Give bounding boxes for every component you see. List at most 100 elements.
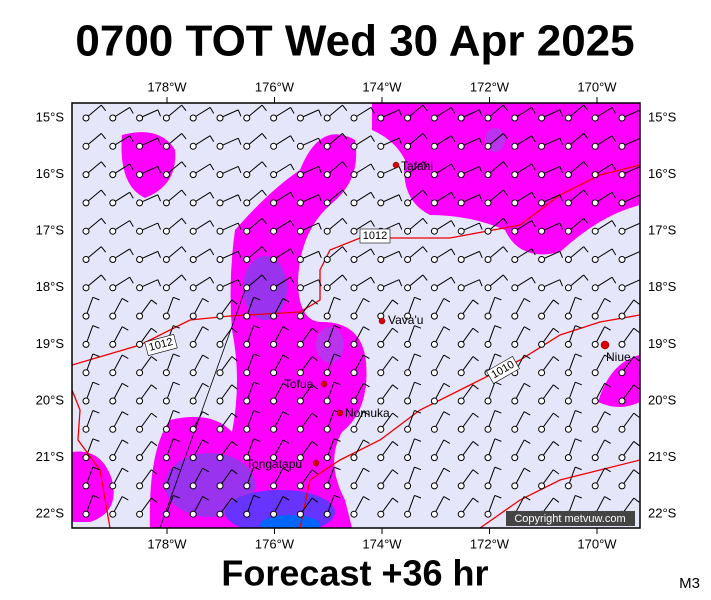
barb-station: [484, 284, 492, 292]
barb-station: [296, 482, 304, 490]
lat-label: 21°S: [648, 449, 677, 464]
barb-station: [270, 425, 278, 433]
barb-flag: [494, 494, 502, 499]
barb-flag: [202, 298, 209, 303]
barb-flag: [261, 161, 267, 168]
barb-flag: [100, 104, 107, 111]
barb-flag: [202, 382, 209, 388]
barb-flag: [422, 246, 428, 253]
barb-station: [457, 199, 465, 207]
barb-station: [564, 369, 572, 377]
barb-flag: [575, 325, 582, 329]
barb-flag: [472, 327, 479, 333]
barb-station: [457, 312, 465, 320]
barb-station: [109, 397, 117, 405]
barb-station: [511, 425, 519, 433]
barb-station: [109, 114, 117, 122]
barb-flag: [414, 353, 422, 357]
barb-station: [296, 227, 304, 235]
barb-flag: [261, 274, 267, 281]
barb-flag: [333, 353, 341, 357]
barb-station: [511, 227, 519, 235]
barb-flag: [494, 296, 502, 301]
barb-station: [404, 369, 412, 377]
barb-station: [82, 510, 90, 518]
barb-flag: [559, 251, 563, 259]
barb-flag: [502, 133, 509, 140]
barb-flag: [209, 163, 215, 171]
barb-flag: [157, 194, 161, 202]
lat-label: 18°S: [36, 279, 65, 294]
barb-station: [323, 397, 331, 405]
barb-flag: [633, 441, 640, 447]
barb-station: [430, 114, 438, 122]
barb-station: [564, 340, 572, 348]
barb-flag: [633, 384, 640, 390]
barb-station: [350, 369, 358, 377]
barb-station: [538, 454, 546, 462]
barb-station: [189, 114, 197, 122]
barb-flag: [342, 189, 348, 196]
barb-flag: [363, 382, 370, 388]
barb-station: [404, 256, 412, 263]
barb-station: [82, 397, 90, 405]
barb-station: [430, 425, 438, 433]
barb-flag: [575, 410, 582, 414]
barb-flag: [472, 497, 479, 503]
barb-station: [270, 256, 278, 263]
barb-station: [216, 425, 224, 433]
barb-flag: [237, 137, 242, 145]
barb-station: [511, 312, 519, 320]
barb-flag: [290, 248, 295, 256]
barb-station: [109, 454, 117, 462]
barb-flag: [173, 353, 180, 357]
barb-flag: [318, 109, 322, 117]
barb-station: [564, 312, 572, 320]
axis-labels: 178°W 178°W 176°W 176°W 174°W 174°W 172°W 172°W…: [36, 79, 677, 551]
barb-station: [538, 256, 546, 263]
barb-flag: [472, 384, 479, 390]
barb-station: [296, 397, 304, 405]
barb-station: [243, 284, 251, 292]
barb-flag: [450, 135, 456, 142]
barb-flag: [181, 104, 187, 111]
barb-flag: [129, 163, 134, 171]
barb-station: [162, 199, 170, 207]
barb-station: [538, 340, 546, 348]
barb-flag: [129, 192, 134, 199]
barb-station: [136, 425, 144, 433]
barb-flag: [422, 104, 428, 111]
barb-station: [296, 510, 304, 518]
barb-station: [377, 256, 385, 263]
barb-flag: [282, 382, 290, 388]
barb-station: [538, 397, 546, 405]
barb-flag: [611, 192, 617, 199]
barb-station: [323, 114, 331, 122]
barb-flag: [209, 192, 215, 199]
barb-flag: [531, 107, 536, 114]
barb-station: [618, 199, 626, 207]
barb-flag: [121, 298, 129, 303]
barb-flag: [282, 354, 290, 359]
barb-station: [162, 454, 170, 462]
barb-flag: [531, 163, 536, 171]
barb-flag: [209, 107, 215, 114]
barb-flag: [121, 439, 129, 444]
barb-flag: [202, 326, 209, 331]
barb-flag: [604, 467, 611, 473]
barb-flag: [311, 412, 319, 418]
barb-flag: [633, 356, 640, 362]
barb-flag: [414, 410, 422, 414]
isobar-label: 1012: [363, 230, 387, 242]
barb-flag: [575, 296, 582, 301]
barb-flag: [231, 412, 238, 418]
barb-flag: [290, 276, 295, 284]
barb-station: [484, 510, 492, 518]
barb-station: [216, 114, 224, 122]
barb-flag: [502, 218, 509, 225]
barb-flag: [604, 496, 611, 501]
barb-flag: [443, 467, 451, 473]
barb-flag: [450, 276, 456, 284]
barb-flag: [92, 438, 100, 442]
